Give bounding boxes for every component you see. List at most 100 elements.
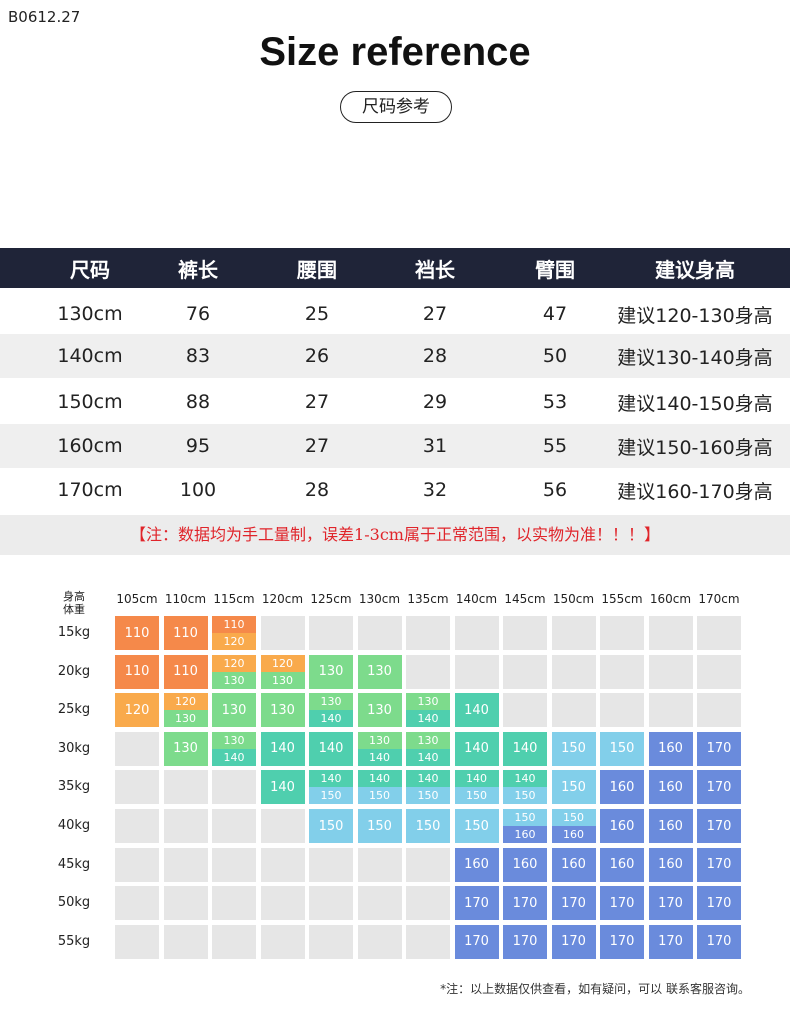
size-value: 120 bbox=[212, 654, 256, 672]
weight-label: 15kg bbox=[57, 625, 91, 640]
column-header: 建议身高 bbox=[655, 257, 735, 282]
size-value: 140 bbox=[309, 770, 353, 788]
size-value: 150 bbox=[406, 787, 450, 805]
size-value: 110 bbox=[163, 654, 208, 689]
size-cell: 140 150 bbox=[309, 770, 353, 805]
empty-cell bbox=[309, 616, 353, 650]
size-cell: 160 bbox=[454, 847, 499, 882]
empty-cell bbox=[309, 924, 353, 959]
size-value: 170 bbox=[503, 886, 547, 921]
table-cell: 150cm bbox=[57, 391, 123, 413]
height-header: 140cm bbox=[455, 592, 498, 606]
size-cell: 130 bbox=[260, 693, 305, 728]
weight-label: 40kg bbox=[57, 818, 91, 833]
size-cell: 170 bbox=[503, 924, 547, 959]
size-cell: 130 140 bbox=[357, 731, 402, 766]
size-value: 130 bbox=[212, 731, 256, 749]
size-value: 140 bbox=[357, 770, 402, 788]
empty-cell bbox=[260, 924, 305, 959]
empty-cell bbox=[212, 847, 256, 882]
table-cell: 88 bbox=[185, 391, 211, 413]
table-cell: 27 bbox=[304, 435, 330, 457]
size-cell: 150 160 bbox=[503, 809, 547, 843]
weight-label: 20kg bbox=[57, 663, 91, 679]
empty-cell bbox=[357, 616, 402, 650]
empty-cell bbox=[115, 770, 159, 805]
size-value: 170 bbox=[697, 731, 741, 766]
size-value: 170 bbox=[551, 886, 596, 921]
size-value: 120 bbox=[163, 693, 208, 711]
size-value: 130 bbox=[357, 693, 402, 728]
size-value: 140 bbox=[406, 710, 450, 728]
size-cell: 160 bbox=[600, 847, 644, 882]
size-cell: 170 bbox=[697, 847, 741, 882]
empty-cell bbox=[697, 616, 741, 650]
weight-label: 30kg bbox=[57, 740, 91, 756]
size-value: 160 bbox=[454, 847, 499, 882]
table-cell: 130cm bbox=[57, 303, 123, 325]
table-cell: 55 bbox=[542, 435, 568, 457]
size-cell: 140 150 bbox=[357, 770, 402, 805]
corner-height-label: 身高 bbox=[63, 590, 85, 603]
size-value: 160 bbox=[648, 770, 693, 805]
size-cell: 140 bbox=[503, 731, 547, 766]
size-cell: 150 bbox=[551, 770, 596, 805]
weight-label: 55kg bbox=[57, 933, 91, 949]
size-cell: 160 bbox=[648, 847, 693, 882]
size-value: 110 bbox=[212, 616, 256, 633]
table-cell: 建议160-170身高 bbox=[617, 480, 773, 503]
size-cell: 140 150 bbox=[406, 770, 450, 805]
empty-cell bbox=[648, 616, 693, 650]
empty-cell bbox=[406, 886, 450, 921]
empty-cell bbox=[260, 809, 305, 843]
empty-cell bbox=[163, 770, 208, 805]
height-header: 170cm bbox=[698, 592, 740, 606]
size-value: 150 bbox=[454, 787, 499, 805]
table-cell: 27 bbox=[304, 391, 330, 413]
size-cell: 130 140 bbox=[212, 731, 256, 766]
size-cell: 130 140 bbox=[406, 693, 450, 728]
empty-cell bbox=[454, 654, 499, 689]
size-value: 160 bbox=[600, 847, 644, 882]
size-value: 130 bbox=[357, 654, 402, 689]
table-cell: 31 bbox=[422, 435, 448, 457]
size-cell: 130 140 bbox=[309, 693, 353, 728]
size-value: 140 bbox=[309, 731, 353, 766]
column-header: 臂围 bbox=[535, 257, 575, 282]
table-cell: 56 bbox=[542, 479, 568, 501]
size-cell: 170 bbox=[697, 731, 741, 766]
size-cell: 170 bbox=[648, 924, 693, 959]
size-value: 130 bbox=[260, 693, 305, 728]
size-value: 140 bbox=[212, 748, 256, 766]
column-header: 腰围 bbox=[297, 257, 337, 282]
size-value: 120 bbox=[212, 633, 256, 650]
table-row: 150cm 88 27 29 53 建议140-150身高 bbox=[0, 380, 790, 424]
table-row: 160cm 95 27 31 55 建议150-160身高 bbox=[0, 424, 790, 468]
table-cell: 29 bbox=[422, 391, 448, 413]
size-cell: 140 150 bbox=[454, 770, 499, 805]
size-value: 170 bbox=[454, 886, 499, 921]
size-cell: 170 bbox=[697, 770, 741, 805]
size-value: 150 bbox=[406, 809, 450, 843]
empty-cell bbox=[212, 886, 256, 921]
table-cell: 26 bbox=[304, 345, 330, 367]
size-table-header: 尺码 裤长 腰围 裆长 臂围 建议身高 bbox=[0, 248, 790, 288]
size-cell: 150 bbox=[406, 809, 450, 843]
empty-cell bbox=[163, 847, 208, 882]
height-header: 125cm bbox=[310, 592, 352, 606]
size-value: 130 bbox=[163, 731, 208, 766]
empty-cell bbox=[648, 693, 693, 728]
size-value: 150 bbox=[454, 809, 499, 843]
table-cell: 建议140-150身高 bbox=[617, 392, 773, 415]
table-cell: 160cm bbox=[57, 435, 123, 457]
empty-cell bbox=[163, 924, 208, 959]
table-cell: 建议150-160身高 bbox=[617, 436, 773, 459]
empty-cell bbox=[503, 693, 547, 728]
size-value: 150 bbox=[503, 787, 547, 805]
empty-cell bbox=[697, 693, 741, 728]
size-value: 170 bbox=[697, 924, 741, 959]
table-cell: 28 bbox=[304, 479, 330, 501]
weight-label: 25kg bbox=[57, 702, 91, 718]
height-header: 105cm bbox=[116, 592, 158, 606]
empty-cell bbox=[600, 654, 644, 689]
